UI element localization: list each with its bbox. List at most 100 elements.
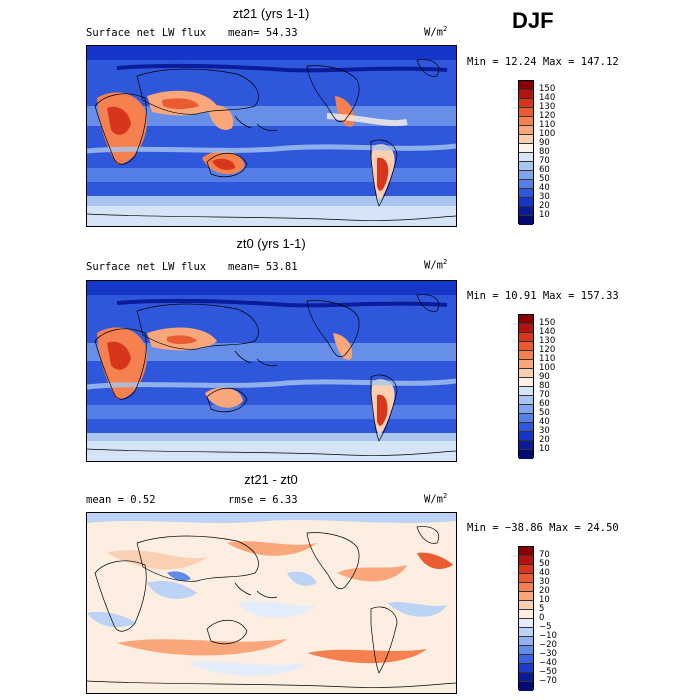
panel-1-mean-label: mean= 54.33 — [228, 27, 298, 39]
colorbar-tick-label: 120 — [539, 111, 556, 121]
colorbar-segment — [519, 414, 533, 423]
panel-3-min-max: Min = −38.86 Max = 24.50 — [467, 522, 619, 534]
colorbar-tick-label: 70 — [539, 156, 550, 166]
colorbar-tick-label: −30 — [539, 649, 557, 659]
colorbar-tick-label: −20 — [539, 640, 557, 650]
panel-2-min-max: Min = 10.91 Max = 157.33 — [467, 290, 619, 302]
colorbar-segment — [519, 189, 533, 198]
panel-3-colorbar — [518, 546, 534, 691]
colorbar-segment — [519, 601, 533, 610]
panel-1-variable-label: Surface net LW flux — [86, 27, 207, 39]
colorbar-tick-label: −50 — [539, 667, 557, 677]
colorbar-segment — [519, 646, 533, 655]
colorbar-tick-label: 150 — [539, 318, 556, 328]
colorbar-tick-label: 5 — [539, 604, 545, 614]
colorbar-tick-label: 40 — [539, 183, 550, 193]
colorbar-tick-label: 40 — [539, 568, 550, 578]
colorbar-segment — [519, 655, 533, 664]
colorbar-segment — [519, 664, 533, 673]
colorbar-segment — [519, 405, 533, 414]
colorbar-tick-label: 40 — [539, 417, 550, 427]
colorbar-tick-label: 120 — [539, 345, 556, 355]
colorbar-segment — [519, 99, 533, 108]
colorbar-tick-label: 50 — [539, 174, 550, 184]
panel-2-title: zt0 (yrs 1-1) — [236, 236, 306, 251]
colorbar-tick-label: 10 — [539, 210, 550, 220]
panel-2-mean-label: mean= 53.81 — [228, 261, 298, 273]
colorbar-segment — [519, 324, 533, 333]
colorbar-tick-label: 50 — [539, 408, 550, 418]
colorbar-segment — [519, 565, 533, 574]
colorbar-tick-label: 140 — [539, 327, 556, 337]
colorbar-tick-label: 0 — [539, 613, 545, 623]
colorbar-segment — [519, 432, 533, 441]
colorbar-segment — [519, 162, 533, 171]
colorbar-segment — [519, 378, 533, 387]
colorbar-segment — [519, 135, 533, 144]
colorbar-segment — [519, 396, 533, 405]
panel-1-colorbar — [518, 80, 534, 225]
panel-3-rmse-label: rmse = 6.33 — [228, 494, 298, 506]
colorbar-segment — [519, 441, 533, 450]
colorbar-segment — [519, 144, 533, 153]
colorbar-tick-label: 30 — [539, 577, 550, 587]
panel-3-units: W/m2 — [424, 492, 448, 506]
colorbar-tick-label: 60 — [539, 165, 550, 175]
season-label: DJF — [512, 8, 554, 33]
colorbar-segment — [519, 108, 533, 117]
colorbar-tick-label: 90 — [539, 372, 550, 382]
colorbar-segment — [519, 171, 533, 180]
colorbar-segment — [519, 628, 533, 637]
colorbar-tick-label: 80 — [539, 147, 550, 157]
colorbar-tick-label: 130 — [539, 102, 556, 112]
colorbar-segment — [519, 333, 533, 342]
panel-3-mean-label: mean = 0.52 — [86, 494, 156, 506]
colorbar-segment — [519, 153, 533, 162]
colorbar-segment — [519, 342, 533, 351]
colorbar-segment — [519, 547, 533, 556]
colorbar-tick-label: 20 — [539, 586, 550, 596]
colorbar-segment — [519, 369, 533, 378]
colorbar-tick-label: 50 — [539, 559, 550, 569]
colorbar-segment — [519, 592, 533, 601]
colorbar-tick-label: 80 — [539, 381, 550, 391]
colorbar-tick-label: 30 — [539, 192, 550, 202]
colorbar-segment — [519, 117, 533, 126]
panel-2-units: W/m2 — [424, 258, 448, 272]
colorbar-segment — [519, 423, 533, 432]
colorbar-segment — [519, 180, 533, 189]
colorbar-tick-label: 150 — [539, 84, 556, 94]
colorbar-segment — [519, 81, 533, 90]
colorbar-tick-label: 90 — [539, 138, 550, 148]
colorbar-segment — [519, 610, 533, 619]
colorbar-segment — [519, 198, 533, 207]
panel-1-units: W/m2 — [424, 25, 448, 39]
colorbar-segment — [519, 574, 533, 583]
colorbar-segment — [519, 126, 533, 135]
colorbar-segment — [519, 207, 533, 216]
colorbar-tick-label: 110 — [539, 120, 556, 130]
colorbar-tick-label: −5 — [539, 622, 552, 632]
colorbar-tick-label: 30 — [539, 426, 550, 436]
colorbar-tick-label: 110 — [539, 354, 556, 364]
panel-3-title: zt21 - zt0 — [244, 472, 298, 487]
colorbar-segment — [519, 360, 533, 369]
colorbar-segment — [519, 619, 533, 628]
colorbar-segment — [519, 216, 533, 225]
colorbar-tick-label: −40 — [539, 658, 557, 668]
colorbar-segment — [519, 450, 533, 459]
panel-2-variable-label: Surface net LW flux — [86, 261, 207, 273]
colorbar-tick-label: 70 — [539, 390, 550, 400]
colorbar-segment — [519, 556, 533, 565]
colorbar-tick-label: 10 — [539, 444, 550, 454]
colorbar-tick-label: 10 — [539, 595, 550, 605]
colorbar-tick-label: 20 — [539, 435, 550, 445]
colorbar-tick-label: 70 — [539, 550, 550, 560]
colorbar-segment — [519, 315, 533, 324]
colorbar-segment — [519, 583, 533, 592]
colorbar-tick-label: 130 — [539, 336, 556, 346]
panel-1-min-max: Min = 12.24 Max = 147.12 — [467, 56, 619, 68]
colorbar-tick-label: 60 — [539, 399, 550, 409]
colorbar-segment — [519, 90, 533, 99]
panel-2-colorbar — [518, 314, 534, 459]
